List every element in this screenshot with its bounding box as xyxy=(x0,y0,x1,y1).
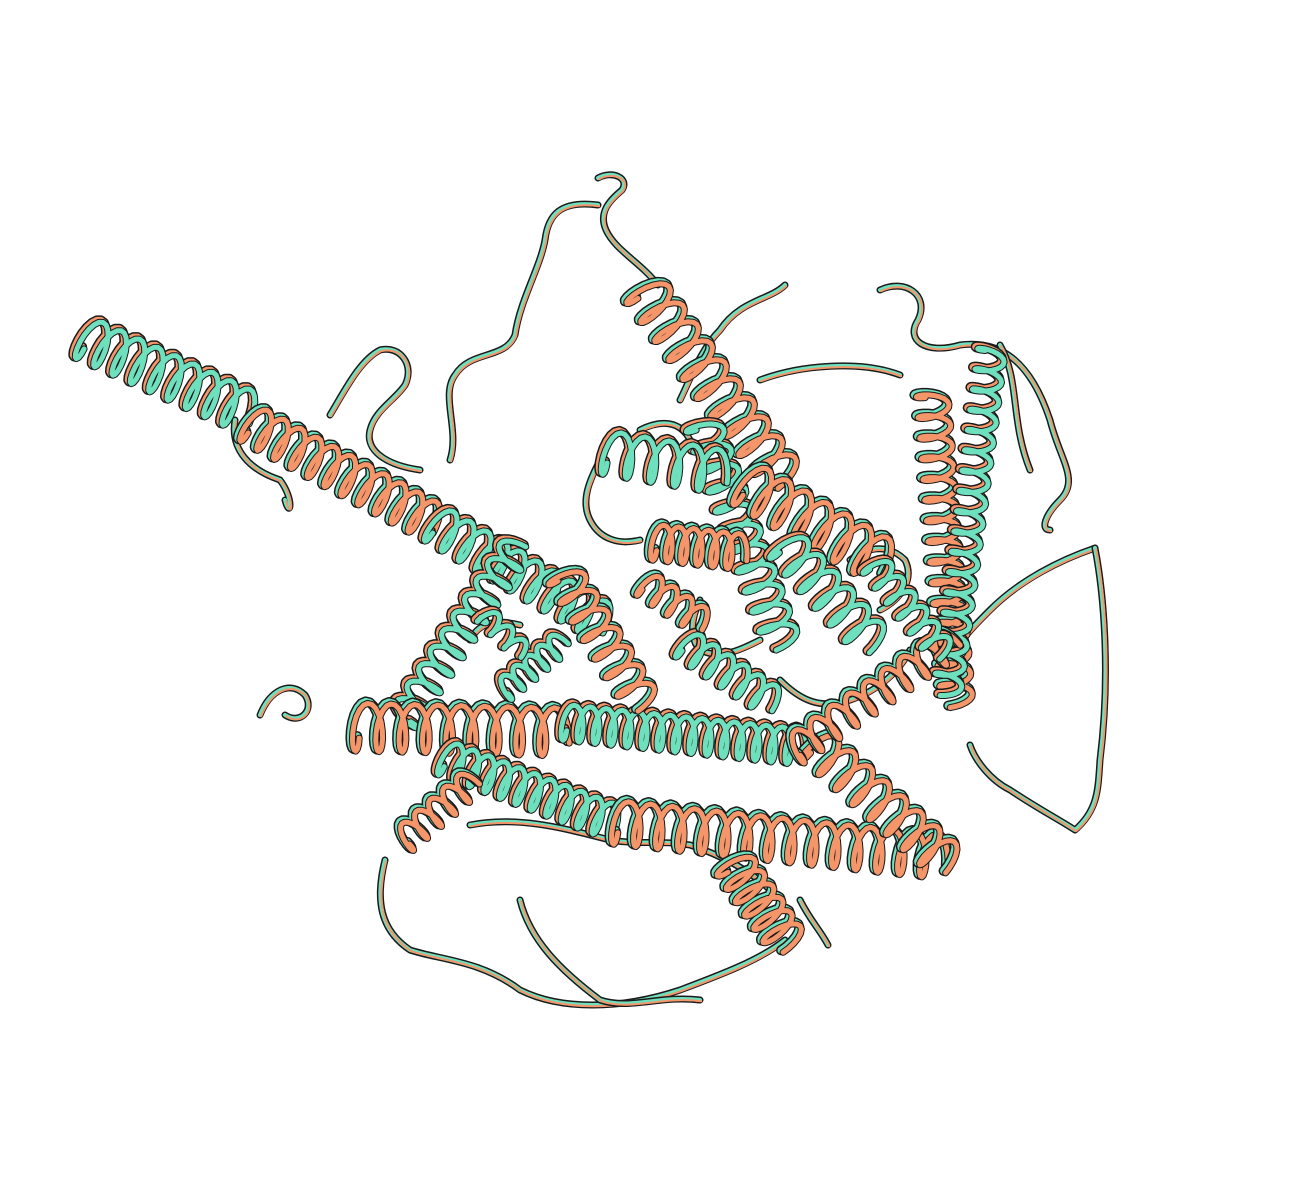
alpha-helix xyxy=(725,461,895,579)
helix-ribbon-front xyxy=(498,632,571,702)
coil-loop xyxy=(516,896,704,1008)
coil-loop xyxy=(594,171,662,289)
helix-ribbon-front xyxy=(673,632,782,714)
coil-loop xyxy=(966,544,1109,834)
helix-ribbon-front xyxy=(609,799,951,880)
alpha-helix xyxy=(794,728,961,877)
helix-ribbon-front xyxy=(860,558,953,662)
alpha-helix xyxy=(856,554,954,663)
alpha-helix xyxy=(541,564,658,715)
alpha-helix xyxy=(619,276,800,492)
helix-ribbon-front xyxy=(558,702,810,766)
helix-ribbon-front xyxy=(546,569,657,714)
helix-ribbon-front xyxy=(648,522,750,571)
coil-strand-a xyxy=(586,460,643,544)
coil-strand-a xyxy=(330,349,423,473)
coil-strand-a xyxy=(449,204,601,463)
coil-strand-a xyxy=(680,285,788,403)
helix-ribbon-front xyxy=(237,407,443,536)
coil-strand-a xyxy=(598,175,661,288)
alpha-helix xyxy=(393,767,483,854)
helix-ribbon-front xyxy=(624,281,799,491)
coil-loop xyxy=(256,684,312,722)
alpha-helix xyxy=(68,315,259,429)
coil-strand-a xyxy=(260,688,311,721)
alpha-helix xyxy=(493,628,572,703)
helix-layer xyxy=(68,276,1008,956)
coil-loop xyxy=(326,345,424,474)
helix-ribbon-front xyxy=(598,430,731,493)
coil-strand-a xyxy=(800,900,831,948)
coil-loop xyxy=(582,456,644,546)
alpha-helix xyxy=(345,696,573,759)
coil-loop xyxy=(445,200,602,464)
coil-strand-a xyxy=(234,420,293,511)
helix-ribbon-front xyxy=(72,319,258,428)
coil-loop xyxy=(796,896,832,949)
alpha-helix xyxy=(388,534,530,732)
alpha-helix xyxy=(785,624,964,767)
helix-ribbon-front xyxy=(421,508,613,636)
helix-ribbon-front xyxy=(393,538,529,731)
helix-ribbon-front xyxy=(767,535,886,656)
alpha-helix xyxy=(430,737,622,838)
helix-ribbon-front xyxy=(789,629,963,766)
helix-ribbon-front xyxy=(799,733,960,876)
alpha-helix xyxy=(762,530,887,657)
alpha-helix xyxy=(643,518,751,572)
helix-ribbon-front xyxy=(634,573,710,633)
helix-ribbon-front xyxy=(435,741,621,837)
coil-strand-a xyxy=(760,366,903,383)
alpha-helix xyxy=(668,627,783,715)
alpha-helix xyxy=(629,569,711,634)
alpha-helix xyxy=(470,605,530,661)
alpha-helix xyxy=(232,403,444,537)
coil-loop xyxy=(376,856,789,1009)
coil-strand-a xyxy=(520,900,703,1006)
alpha-helix xyxy=(710,850,805,956)
helix-ribbon-front xyxy=(714,854,804,955)
helix-ribbon-front xyxy=(474,610,529,660)
coil-strand-a xyxy=(970,548,1108,833)
helix-ribbon-front xyxy=(398,771,482,853)
helix-ribbon-front xyxy=(349,700,572,758)
coil-strand-b xyxy=(447,202,600,462)
coil-strand-a xyxy=(380,860,788,1008)
alpha-helix xyxy=(604,794,952,881)
coil-loop xyxy=(756,362,904,384)
helix-ribbon-front xyxy=(730,465,894,578)
alpha-helix xyxy=(554,698,811,767)
alpha-helix xyxy=(417,503,614,637)
coil-strand-a xyxy=(640,423,693,443)
alpha-helix xyxy=(594,425,732,494)
